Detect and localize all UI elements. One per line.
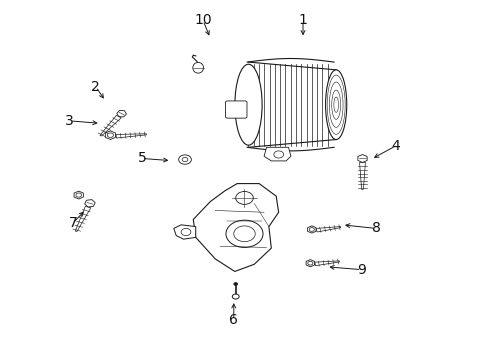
Polygon shape	[74, 191, 83, 199]
Circle shape	[181, 228, 190, 235]
Ellipse shape	[234, 64, 262, 145]
Polygon shape	[359, 162, 365, 189]
Polygon shape	[357, 154, 366, 162]
Circle shape	[235, 192, 253, 204]
Polygon shape	[307, 226, 315, 233]
Ellipse shape	[328, 82, 343, 127]
Text: 9: 9	[356, 263, 365, 276]
FancyBboxPatch shape	[225, 101, 246, 118]
Text: 4: 4	[390, 139, 399, 153]
Circle shape	[232, 294, 239, 299]
Polygon shape	[314, 261, 339, 266]
Circle shape	[308, 228, 314, 231]
Circle shape	[182, 157, 187, 162]
Polygon shape	[117, 111, 126, 117]
Ellipse shape	[333, 97, 338, 112]
Text: 2: 2	[91, 80, 100, 94]
Text: 8: 8	[371, 221, 380, 235]
Ellipse shape	[192, 62, 203, 73]
Polygon shape	[116, 134, 146, 138]
Polygon shape	[305, 260, 314, 267]
Polygon shape	[100, 115, 121, 136]
Circle shape	[233, 283, 237, 285]
Text: 10: 10	[194, 13, 211, 27]
Polygon shape	[105, 131, 115, 139]
Text: 1: 1	[298, 13, 307, 27]
Ellipse shape	[331, 90, 340, 119]
Circle shape	[225, 220, 263, 247]
Ellipse shape	[326, 75, 345, 134]
Text: 6: 6	[229, 313, 238, 327]
Text: 5: 5	[138, 152, 146, 166]
Circle shape	[76, 193, 81, 197]
Circle shape	[107, 133, 113, 138]
Polygon shape	[84, 199, 95, 207]
Polygon shape	[75, 206, 91, 231]
Polygon shape	[264, 147, 290, 161]
Polygon shape	[193, 184, 278, 271]
Polygon shape	[316, 226, 340, 232]
Circle shape	[307, 261, 312, 265]
Text: 7: 7	[68, 216, 77, 230]
Ellipse shape	[325, 70, 346, 140]
Polygon shape	[173, 225, 195, 239]
Circle shape	[233, 226, 255, 242]
Circle shape	[273, 151, 283, 158]
Text: 3: 3	[64, 114, 73, 128]
Circle shape	[178, 155, 191, 164]
